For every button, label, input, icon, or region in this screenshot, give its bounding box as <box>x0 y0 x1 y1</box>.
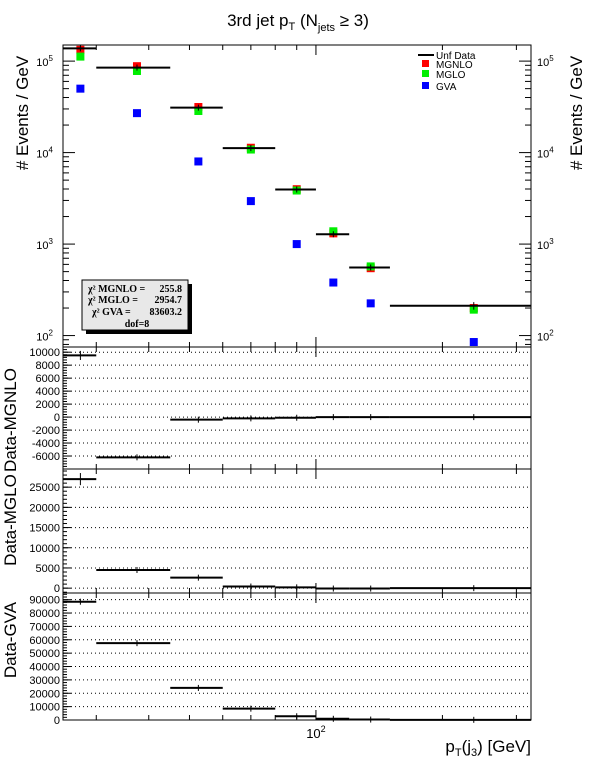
mglo-point <box>132 66 141 75</box>
mgnlo-panel-frame <box>62 346 532 470</box>
title-sub-jets: jets <box>317 22 336 34</box>
gva-point <box>246 197 255 206</box>
legend-label-mgnlo: MGNLO <box>436 60 473 71</box>
gva-point <box>194 157 203 166</box>
y-tick-label: 0 <box>54 715 60 727</box>
chart-title: 3rd jet pT (Njets ≥ 3) <box>227 11 369 34</box>
gva-panel-frame <box>62 592 532 721</box>
y-tick-label: 70000 <box>29 621 60 633</box>
gva-point <box>366 299 375 308</box>
stats-box-background <box>81 279 189 331</box>
gva-point <box>132 109 141 118</box>
y-tick-label: 15000 <box>29 523 60 535</box>
legend-marker-gva <box>422 82 429 89</box>
stats-line-mglo-label: χ² MGLO = <box>87 295 138 306</box>
stats-line-mglo-value: 2954.7 <box>155 295 183 306</box>
main-panel-marks <box>63 45 531 347</box>
mglo-panel-frame <box>62 468 532 594</box>
main-y-axis-title: # Events / GeV <box>13 55 32 170</box>
y-tick-label: -6000 <box>32 451 60 463</box>
y-tick-label: 10000 <box>29 347 60 359</box>
legend: Unf Data MGNLO MGLO GVA <box>418 51 476 93</box>
y-tick-label: 4000 <box>36 386 60 398</box>
title-rest: ≥ 3) <box>335 11 369 30</box>
mgnlo-y-axis-title: Data-MGNLO <box>1 368 20 472</box>
mgnlo-grid <box>63 351 531 457</box>
y-tick-label: -2000 <box>32 425 60 437</box>
gva-panel-marks <box>63 598 531 723</box>
y-tick-label: 40000 <box>29 662 60 674</box>
y-tick-label: 103 <box>537 237 554 252</box>
y-tick-label: 103 <box>36 237 53 252</box>
title-sub-t: T <box>289 21 296 33</box>
y-tick-label: 102 <box>36 329 53 344</box>
y-tick-label: 20000 <box>29 502 60 514</box>
xlabel-sub-t: T <box>455 747 462 759</box>
gva-point <box>76 84 85 93</box>
y-tick-label: 20000 <box>29 688 60 700</box>
x-tick-label: 102 <box>306 724 325 741</box>
y-tick-label: 80000 <box>29 608 60 620</box>
y-tick-label: 10000 <box>29 702 60 714</box>
x-axis-title: pT(j3) [GeV] <box>445 737 531 759</box>
y-tick-label: 60000 <box>29 635 60 647</box>
y-tick-label: 105 <box>36 54 53 69</box>
x-axis: 102 <box>95 45 517 741</box>
y-tick-label: 10000 <box>29 543 60 555</box>
y-tick-label: 104 <box>537 146 554 161</box>
xlabel-open: (j <box>462 737 471 756</box>
gva-point <box>329 278 338 287</box>
legend-marker-mglo <box>422 70 429 77</box>
stats-line-mgnlo-value: 255.8 <box>160 284 183 295</box>
y-tick-label: 6000 <box>36 373 60 385</box>
gva-grid <box>63 599 531 721</box>
legend-label-unf-data: Unf Data <box>436 51 476 62</box>
stats-line-dof: dof=8 <box>125 319 150 330</box>
title-main: 3rd jet p <box>227 11 288 30</box>
gva-y-axis-title: Data-GVA <box>1 601 20 678</box>
y-tick-label: 102 <box>537 329 554 344</box>
mglo-grid <box>63 486 531 589</box>
xlabel-sub-3: 3 <box>471 747 477 759</box>
mglo-point <box>76 52 85 61</box>
y-tick-label: 105 <box>537 54 554 69</box>
legend-marker-mgnlo <box>422 60 429 67</box>
xlabel-rest: ) [GeV] <box>477 737 531 756</box>
mglo-y-axis-title: Data-MGLO <box>1 474 20 566</box>
y-tick-label: 25000 <box>29 482 60 494</box>
legend-label-mglo: MGLO <box>436 70 466 81</box>
legend-label-gva: GVA <box>436 82 457 93</box>
mglo-panel-marks <box>63 473 531 592</box>
main-y-axis: 102 102 103 103 104 104 105 105 <box>36 54 554 345</box>
y-tick-label: 0 <box>54 583 60 595</box>
gva-point <box>469 338 478 347</box>
gva-point <box>292 240 301 249</box>
mglo-y-axis: 0 5000 10000 15000 20000 25000 <box>29 470 71 595</box>
chi2-stats-box: χ² MGNLO = 255.8 χ² MGLO = 2954.7 χ² GVA… <box>81 279 192 334</box>
y-tick-label: 90000 <box>29 595 60 607</box>
y-tick-label: 2000 <box>36 399 60 411</box>
xlabel-main: p <box>445 737 454 756</box>
y-tick-label: 104 <box>36 146 53 161</box>
y-tick-label: -4000 <box>32 438 60 450</box>
stats-line-mgnlo-label: χ² MGNLO = <box>87 284 146 295</box>
y-tick-label: 8000 <box>36 360 60 372</box>
stats-line-gva-label: χ² GVA = <box>91 307 131 318</box>
y-tick-label: 30000 <box>29 675 60 687</box>
mglo-point <box>194 106 203 115</box>
y-tick-label: 5000 <box>36 563 60 575</box>
y-tick-label: 50000 <box>29 648 60 660</box>
mgnlo-panel-marks <box>63 350 531 461</box>
stats-line-gva-value: 83603.2 <box>150 307 183 318</box>
main-y-axis-title-right: # Events / GeV <box>567 55 586 170</box>
y-tick-label: 0 <box>54 412 60 424</box>
title-open: (N <box>295 11 318 30</box>
